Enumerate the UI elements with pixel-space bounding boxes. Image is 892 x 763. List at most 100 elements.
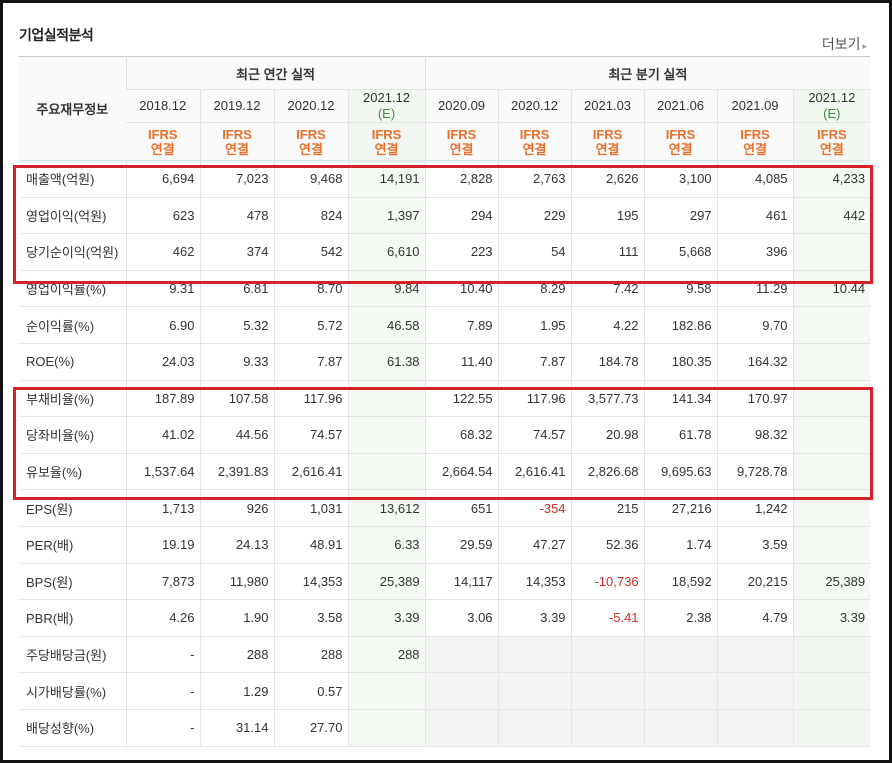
table-cell: 74.57: [273, 416, 348, 454]
table-cell: [716, 672, 794, 710]
table-cell: 122.55: [424, 380, 499, 418]
table-cell: [347, 672, 426, 710]
table-cell: 9.84: [347, 270, 426, 308]
table-cell: 14,353: [273, 563, 348, 601]
period-header: 2021.03: [570, 89, 645, 123]
row-label: 배당성향(%): [19, 709, 126, 747]
table-cell: 41.02: [125, 416, 200, 454]
table-row: 순이익률(%) 6.90 5.32 5.72 46.58 7.89 1.95 4.22 182.…: [19, 306, 871, 344]
ifrs-line2: 연결: [374, 141, 399, 157]
ifrs-line2: 연결: [225, 141, 249, 157]
row-label: 순이익률(%): [19, 306, 126, 344]
table-cell: [643, 672, 718, 710]
table-cell: 3,577.73: [570, 380, 645, 418]
table-cell: 18,592: [643, 563, 718, 601]
table-cell: [347, 380, 426, 418]
table-cell: 623: [125, 197, 200, 235]
table-cell: 3.39: [792, 599, 871, 637]
table-cell: 2,763: [497, 160, 572, 198]
more-link[interactable]: 더보기 ▸: [822, 34, 867, 54]
financial-table: 주요재무정보 최근 연간 실적 최근 분기 실적 2018.12 2019.12 2…: [19, 56, 871, 747]
table-cell: 4.79: [716, 599, 794, 637]
table-cell: 111: [570, 233, 645, 271]
table-row: PER(배) 19.19 24.13 48.91 6.33 29.59 47.27 52.36…: [19, 526, 871, 564]
section-title: 기업실적분석: [19, 27, 94, 43]
table-cell: 27.70: [273, 709, 348, 747]
ifrs-label: IFRS 연결: [570, 122, 645, 161]
table-row: 주당배당금(원) -288 288 288: [19, 636, 871, 674]
ifrs-label: IFRS 연결: [273, 122, 348, 161]
ifrs-line2: 연결: [668, 141, 693, 157]
table-cell: 1.29: [199, 672, 274, 710]
table-cell: 20,215: [716, 563, 794, 601]
ifrs-line1: IFRS: [519, 126, 550, 142]
period-header: 2018.12: [126, 89, 200, 123]
estimate-marker: (E): [377, 106, 396, 121]
row-label: 당기순이익(억원): [19, 233, 126, 271]
ifrs-label: IFRS 연결: [424, 122, 499, 161]
table-cell: 461: [716, 197, 794, 235]
table-cell: [347, 416, 426, 454]
table-cell: 61.78: [643, 416, 718, 454]
table-cell: 7.42: [570, 270, 645, 308]
table-cell: 68.32: [424, 416, 499, 454]
table-cell: 180.35: [643, 343, 718, 381]
table-row: 유보율(%) 1,537.64 2,391.83 2,616.41 2,664.54 2,…: [19, 453, 871, 491]
table-row: 영업이익률(%) 9.31 6.81 8.70 9.84 10.40 8.29 7.42 9.5…: [19, 270, 871, 308]
row-label: BPS(원): [19, 563, 126, 601]
table-cell: 10.40: [424, 270, 499, 308]
period-header: 2021.06: [643, 89, 718, 123]
table-cell: 9.70: [716, 306, 794, 344]
table-cell: 374: [199, 233, 274, 271]
table-cell: 6,694: [125, 160, 200, 198]
ifrs-line1: IFRS: [222, 126, 252, 142]
period-date: 2021.03: [584, 98, 632, 113]
row-label: 매출액(억원): [19, 160, 126, 198]
table-cell: 117.96: [273, 380, 348, 418]
table-cell: 7.87: [273, 343, 348, 381]
table-cell: 9.31: [125, 270, 200, 308]
ifrs-label: IFRS 연결: [126, 122, 200, 161]
table-cell: -354: [497, 489, 572, 527]
table-cell: [792, 526, 871, 564]
table-cell: 14,117: [424, 563, 499, 601]
table-cell: 288: [199, 636, 274, 674]
table-cell: 7,873: [125, 563, 200, 601]
table-cell: [643, 636, 718, 674]
ifrs-label: IFRS 연결: [347, 122, 426, 161]
row-label: ROE(%): [19, 343, 126, 381]
table-cell: 1,031: [273, 489, 348, 527]
row-label: PER(배): [19, 526, 126, 564]
ifrs-line1: IFRS: [740, 126, 770, 142]
row-label: 유보율(%): [19, 453, 126, 491]
table-cell: 182.86: [643, 306, 718, 344]
table-row: 영업이익(억원) 623 478 824 1,397 294 229 195 297 461 442: [19, 197, 871, 235]
table-cell: 6.33: [347, 526, 426, 564]
ifrs-line1: IFRS: [446, 126, 477, 142]
row-label: 영업이익(억원): [19, 197, 126, 235]
period-date: 2021.12: [808, 90, 856, 105]
ifrs-line2: 연결: [819, 141, 844, 157]
table-cell: [347, 709, 426, 747]
table-cell: [792, 453, 871, 491]
table-cell: [497, 672, 572, 710]
table-row: 부채비율(%) 187.89 107.58 117.96 122.55 117.96 3,5…: [19, 380, 871, 418]
ifrs-line2: 연결: [522, 141, 547, 157]
table-cell: 117.96: [497, 380, 572, 418]
table-cell: 47.27: [497, 526, 572, 564]
ifrs-line1: IFRS: [147, 126, 178, 142]
ifrs-line2: 연결: [449, 141, 474, 157]
ifrs-line1: IFRS: [371, 126, 402, 142]
table-cell: 195: [570, 197, 645, 235]
table-cell: [792, 343, 871, 381]
ifrs-line2: 연결: [595, 141, 620, 157]
table-cell: 6.81: [199, 270, 274, 308]
table-cell: 442: [792, 197, 871, 235]
table-cell: 651: [424, 489, 499, 527]
table-row: ROE(%) 24.03 9.33 7.87 61.38 11.40 7.87 184.78 1…: [19, 343, 871, 381]
table-cell: 926: [199, 489, 274, 527]
table-cell: 44.56: [199, 416, 274, 454]
table-cell: 3.39: [497, 599, 572, 637]
table-cell: 13,612: [347, 489, 426, 527]
